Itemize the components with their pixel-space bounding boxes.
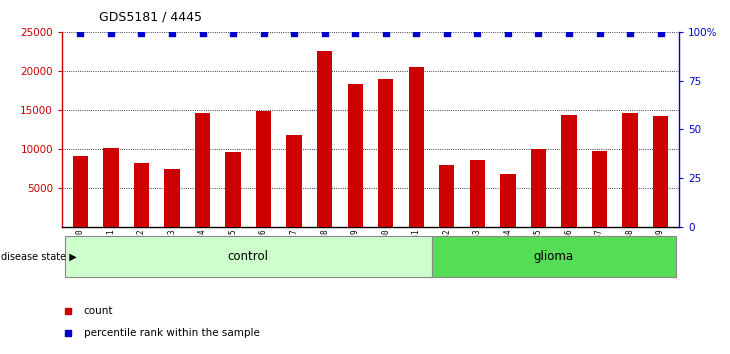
Text: percentile rank within the sample: percentile rank within the sample [84, 328, 259, 338]
Point [441, 30, 453, 36]
Bar [623, 113, 638, 227]
Bar [378, 79, 393, 227]
Point [74, 30, 86, 36]
Point [502, 30, 514, 36]
Bar [103, 148, 118, 227]
Bar [431, 236, 676, 278]
Bar [226, 152, 241, 227]
Text: disease state ▶: disease state ▶ [1, 252, 77, 262]
Text: control: control [228, 250, 269, 263]
Bar [134, 163, 149, 227]
Bar [531, 149, 546, 227]
Bar [256, 111, 272, 227]
Point [410, 30, 422, 36]
Bar [65, 236, 431, 278]
Point [380, 30, 391, 36]
Point [105, 30, 117, 36]
Bar [286, 136, 301, 227]
Bar [653, 116, 668, 227]
Point [350, 30, 361, 36]
Point [472, 30, 483, 36]
Point [319, 30, 331, 36]
Point [593, 30, 605, 36]
Text: GDS5181 / 4445: GDS5181 / 4445 [99, 11, 201, 24]
Bar [592, 151, 607, 227]
Point [227, 30, 239, 36]
Bar [409, 67, 424, 227]
Bar [195, 113, 210, 227]
Point [196, 30, 208, 36]
Bar [317, 51, 332, 227]
Bar [73, 156, 88, 227]
Bar [561, 115, 577, 227]
Point [624, 30, 636, 36]
Text: glioma: glioma [534, 250, 574, 263]
Point [533, 30, 545, 36]
Point [563, 30, 575, 36]
Bar [469, 160, 485, 227]
Bar [439, 165, 455, 227]
Point [655, 30, 666, 36]
Bar [164, 169, 180, 227]
Point [136, 30, 147, 36]
Bar [347, 84, 363, 227]
Point [166, 30, 178, 36]
Bar [500, 175, 515, 227]
Point [258, 30, 269, 36]
Text: count: count [84, 306, 113, 316]
Point [288, 30, 300, 36]
